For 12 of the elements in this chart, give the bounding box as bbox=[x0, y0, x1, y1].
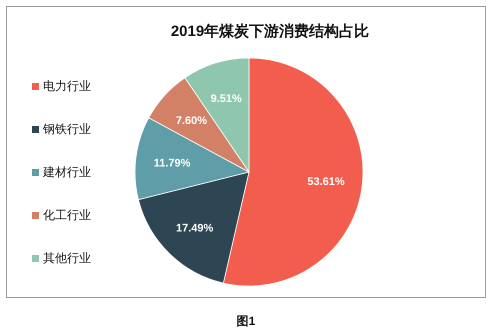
legend-label: 钢铁行业 bbox=[42, 122, 91, 136]
legend-label: 电力行业 bbox=[43, 79, 91, 93]
legend-label: 建材行业 bbox=[42, 165, 91, 179]
legend-label: 化工行业 bbox=[43, 208, 91, 222]
chart-title: 2019年煤炭下游消费结构占比 bbox=[170, 23, 370, 40]
data-label: 17.49% bbox=[176, 222, 214, 234]
data-label: 53.61% bbox=[307, 176, 345, 188]
caption: 图1 bbox=[236, 314, 256, 328]
data-label: 9.51% bbox=[210, 92, 242, 105]
data-label: 7.60% bbox=[176, 115, 208, 128]
legend-label: 其他行业 bbox=[43, 251, 91, 265]
data-label: 11.79% bbox=[154, 157, 191, 170]
